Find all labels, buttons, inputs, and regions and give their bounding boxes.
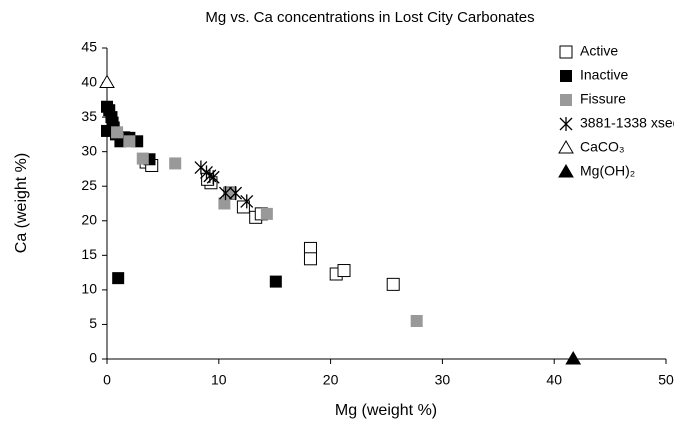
- point: [169, 157, 182, 170]
- legend-label: Active: [580, 43, 618, 59]
- x-tick-label: 30: [435, 372, 451, 388]
- y-tick-label: 40: [81, 73, 97, 89]
- point: [219, 186, 232, 201]
- y-tick-label: 5: [89, 315, 97, 331]
- legend-label: CaCO₃: [580, 139, 625, 155]
- point: [206, 170, 220, 185]
- point: [269, 275, 282, 288]
- y-axis-label: Ca (weight %): [13, 153, 30, 253]
- y-tick-label: 25: [81, 177, 97, 193]
- point: [112, 272, 125, 285]
- y-tick-label: 45: [81, 39, 97, 55]
- chart-title: Mg vs. Ca concentrations in Lost City Ca…: [205, 9, 534, 26]
- point: [229, 186, 243, 201]
- legend-marker: [558, 140, 574, 154]
- point: [303, 252, 317, 266]
- point: [386, 277, 400, 291]
- legend-marker: [560, 94, 572, 106]
- point: [337, 264, 351, 278]
- x-tick-label: 10: [211, 372, 227, 388]
- x-tick-label: 50: [658, 372, 674, 388]
- y-tick-label: 30: [81, 142, 97, 158]
- legend-label: Inactive: [580, 67, 628, 83]
- point: [565, 351, 582, 365]
- y-tick-label: 10: [81, 281, 97, 297]
- legend-marker: [559, 117, 573, 131]
- x-axis-label: Mg (weight %): [335, 402, 437, 419]
- point: [99, 74, 115, 89]
- point: [136, 152, 149, 165]
- y-tick-label: 0: [89, 350, 97, 366]
- x-tick-label: 0: [103, 372, 111, 388]
- legend-marker: [558, 164, 574, 178]
- y-tick-label: 35: [81, 108, 97, 124]
- y-tick-label: 15: [81, 246, 97, 262]
- legend-label: Fissure: [580, 91, 626, 107]
- point: [260, 207, 273, 220]
- x-tick-label: 20: [323, 372, 339, 388]
- point: [123, 135, 136, 148]
- legend-label: Mg(OH)₂: [580, 163, 635, 179]
- point: [410, 314, 423, 327]
- legend-marker: [559, 45, 573, 59]
- x-tick-label: 40: [546, 372, 562, 388]
- point: [111, 126, 124, 139]
- legend-label: 3881-1338 xsect: [580, 115, 674, 131]
- legend-marker: [560, 70, 572, 82]
- y-tick-label: 20: [81, 211, 97, 227]
- point: [240, 194, 254, 209]
- point: [218, 197, 231, 210]
